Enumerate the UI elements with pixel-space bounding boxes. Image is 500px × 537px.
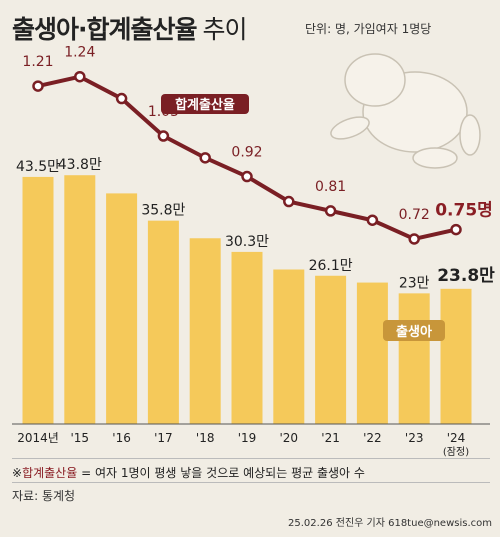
bar-label-1: 43.8만 xyxy=(58,157,102,173)
bar-5 xyxy=(231,251,263,424)
footnote-prefix: ※ xyxy=(12,466,23,480)
x-tick-label-3: '17 xyxy=(154,431,173,445)
line-point-0 xyxy=(32,80,44,92)
line-legend: 합계출산율 xyxy=(161,94,249,114)
credit: 25.02.26 전진우 기자 618tue@newsis.com xyxy=(288,518,492,529)
bar-label-5: 30.3만 xyxy=(225,234,269,250)
x-tick-label-1: '15 xyxy=(71,431,90,445)
baby-illustration xyxy=(330,53,481,169)
source: 자료: 통계청 xyxy=(12,489,76,503)
footnote-term: 합계출산율 xyxy=(22,466,78,480)
x-tick-label-10: '24 xyxy=(447,431,466,445)
bar-8 xyxy=(356,282,388,424)
line-label-10: 0.75명 xyxy=(435,201,493,221)
bar-label-10: 23.8만 xyxy=(437,266,495,286)
line-point-3 xyxy=(157,130,170,142)
line-point-9 xyxy=(408,233,420,245)
line-point-1 xyxy=(74,70,86,83)
line-point-4 xyxy=(199,152,211,164)
bar-1 xyxy=(64,175,96,424)
x-tick-label-2: '16 xyxy=(112,431,131,445)
bar-legend-label: 출생아 xyxy=(396,324,432,340)
page-title: 출생아·합계출산율 추이 xyxy=(12,10,248,46)
line-point-2 xyxy=(115,92,128,105)
divider xyxy=(12,482,490,483)
line-label-0: 1.21 xyxy=(22,54,53,70)
bar-label-9: 23만 xyxy=(399,275,430,291)
bar-3 xyxy=(147,220,179,424)
title-suffix: 추이 xyxy=(202,15,248,44)
x-sublabel: (잠정) xyxy=(443,446,469,458)
bar-label-3: 35.8만 xyxy=(141,203,185,219)
bar-10 xyxy=(440,288,472,424)
x-tick-label-8: '22 xyxy=(363,431,382,445)
line-point-5 xyxy=(241,170,253,183)
line-point-8 xyxy=(366,214,379,226)
bar-legend: 출생아 xyxy=(383,320,445,341)
bar-6 xyxy=(273,269,305,424)
line-point-7 xyxy=(324,205,337,217)
x-tick-label-7: '21 xyxy=(321,431,340,445)
footnote: ※합계출산율 = 여자 1명이 평생 낳을 것으로 예상되는 평균 출생아 수 xyxy=(12,464,365,481)
x-tick-label-5: '19 xyxy=(238,431,257,445)
unit-note: 단위: 명, 가임여자 1명당 xyxy=(305,22,432,36)
bar-4 xyxy=(189,238,221,424)
line-point-6 xyxy=(283,195,295,208)
bar-7 xyxy=(315,275,347,424)
line-label-1: 1.24 xyxy=(64,45,95,61)
line-label-5: 0.92 xyxy=(231,145,262,161)
line-label-9: 0.72 xyxy=(399,207,430,223)
line-point-10 xyxy=(450,223,462,236)
bar-9 xyxy=(398,293,430,424)
x-tick-label-6: '20 xyxy=(280,431,299,445)
line-label-7: 0.81 xyxy=(315,179,346,195)
footnote-definition: = 여자 1명이 평생 낳을 것으로 예상되는 평균 출생아 수 xyxy=(77,466,365,480)
title-main: 출생아·합계출산율 xyxy=(12,15,197,44)
bar-2 xyxy=(106,193,138,424)
bar-label-0: 43.5만 xyxy=(16,159,60,175)
divider xyxy=(12,458,490,459)
x-tick-label-0: 2014년 xyxy=(17,431,59,445)
line-legend-label: 합계출산율 xyxy=(175,97,235,113)
bar-label-7: 26.1만 xyxy=(309,258,353,274)
bar-0 xyxy=(22,176,54,424)
x-tick-label-4: '18 xyxy=(196,431,215,445)
x-tick-label-9: '23 xyxy=(405,431,424,445)
